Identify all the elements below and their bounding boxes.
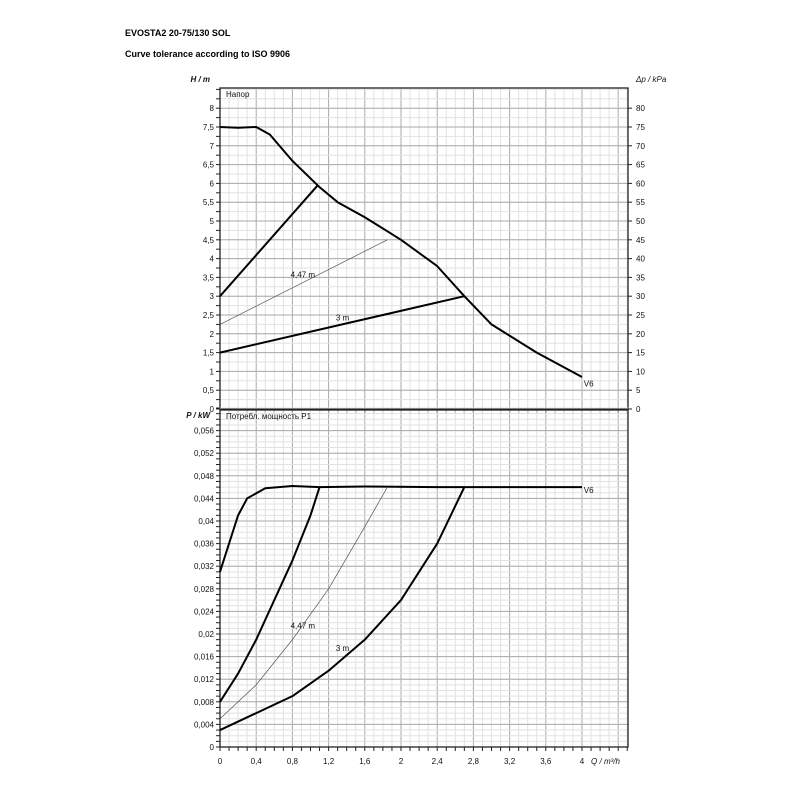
curve-label: 3 m	[336, 314, 350, 323]
x-tick-label: 0,8	[287, 757, 299, 766]
y-tick-label: 0	[210, 743, 215, 752]
y2-tick-label: 5	[636, 386, 641, 395]
y-tick-label: 0	[210, 405, 215, 414]
y-tick-label: 8	[210, 104, 215, 113]
y-tick-label: 3	[210, 292, 215, 301]
y-axis-label: H / m	[190, 75, 210, 84]
y-tick-label: 0,04	[198, 517, 214, 526]
x-tick-label: 4	[580, 757, 585, 766]
x-tick-label: 3,6	[540, 757, 552, 766]
series-line-1	[219, 184, 319, 297]
x-tick-label: 2,8	[468, 757, 480, 766]
y-tick-label: 6	[210, 179, 215, 188]
chart-subtitle: Curve tolerance according to ISO 9906	[125, 49, 291, 59]
y2-axis-label: Δp / kPa	[635, 75, 667, 84]
y-tick-label: 6,5	[203, 161, 215, 170]
y-tick-label: 0,5	[203, 386, 215, 395]
y2-tick-label: 0	[636, 405, 641, 414]
x-tick-label: 1,6	[359, 757, 371, 766]
plot-frame	[219, 409, 629, 748]
x-tick-label: 3,2	[504, 757, 516, 766]
y2-tick-label: 75	[636, 123, 645, 132]
chart-title: EVOSTA2 20-75/130 SOL	[125, 28, 231, 38]
curve-label: 3 m	[336, 644, 350, 653]
y-tick-label: 3,5	[203, 273, 215, 282]
y-tick-label: 5,5	[203, 198, 215, 207]
y-tick-label: 0,012	[194, 675, 215, 684]
y2-tick-label: 30	[636, 292, 645, 301]
x-axis-label: Q / m³/h	[591, 757, 620, 766]
y-tick-label: 1	[210, 367, 215, 376]
series-line-0	[219, 126, 583, 378]
y2-tick-label: 70	[636, 142, 645, 151]
y2-tick-label: 80	[636, 104, 645, 113]
y-tick-label: 1,5	[203, 349, 215, 358]
plot-frame	[219, 87, 629, 410]
series-line-2	[219, 486, 388, 720]
y2-tick-label: 35	[636, 273, 645, 282]
y2-tick-label: 65	[636, 161, 645, 170]
panel-head: 00,511,522,533,544,555,566,577,580510152…	[190, 75, 666, 414]
curve-label: 4,47 m	[291, 270, 316, 279]
y-tick-label: 2,5	[203, 311, 215, 320]
y-axis-label: P / kW	[186, 411, 211, 420]
y-tick-label: 2	[210, 330, 215, 339]
x-tick-label: 2,4	[432, 757, 444, 766]
series-line-3	[219, 486, 466, 731]
y-tick-label: 0,028	[194, 585, 215, 594]
curve-label: V6	[584, 379, 594, 388]
x-tick-label: 1,2	[323, 757, 335, 766]
y-tick-label: 5	[210, 217, 215, 226]
series-line-1	[219, 486, 321, 703]
y-tick-label: 0,052	[194, 449, 215, 458]
y-tick-label: 0,008	[194, 698, 215, 707]
curve-label: 4,47 m	[291, 621, 316, 630]
y-tick-label: 0,056	[194, 427, 215, 436]
y-tick-label: 0,016	[194, 653, 215, 662]
y2-tick-label: 45	[636, 236, 645, 245]
y-tick-label: 0,024	[194, 607, 215, 616]
y-tick-label: 0,036	[194, 540, 215, 549]
y-tick-label: 7	[210, 142, 215, 151]
y2-tick-label: 50	[636, 217, 645, 226]
y-tick-label: 0,004	[194, 720, 215, 729]
y-tick-label: 4	[210, 255, 215, 264]
x-tick-label: 2	[399, 757, 404, 766]
series-line-0	[219, 484, 582, 573]
y2-tick-label: 55	[636, 198, 645, 207]
y-tick-label: 4,5	[203, 236, 215, 245]
panel-title: Напор	[226, 90, 250, 99]
y2-tick-label: 15	[636, 349, 645, 358]
y-tick-label: 0,032	[194, 562, 215, 571]
y2-tick-label: 20	[636, 330, 645, 339]
y-tick-label: 0,044	[194, 494, 215, 503]
x-tick-label: 0,4	[251, 757, 263, 766]
y2-tick-label: 10	[636, 367, 645, 376]
x-tick-label: 0	[218, 757, 223, 766]
panel-title: Потребл. мощность P1	[226, 412, 312, 421]
y2-tick-label: 25	[636, 311, 645, 320]
y-tick-label: 7,5	[203, 123, 215, 132]
y2-tick-label: 60	[636, 179, 645, 188]
y-tick-label: 0,02	[198, 630, 214, 639]
panel-power: 0 0,004 0,008 0,012 0,016 0,02 0,024 0,028 0,032…	[186, 407, 629, 766]
series-line-3	[219, 295, 465, 354]
y-tick-label: 0,048	[194, 472, 215, 481]
y2-tick-label: 40	[636, 255, 645, 264]
series-line-2	[219, 239, 388, 325]
curve-label: V6	[584, 486, 594, 495]
